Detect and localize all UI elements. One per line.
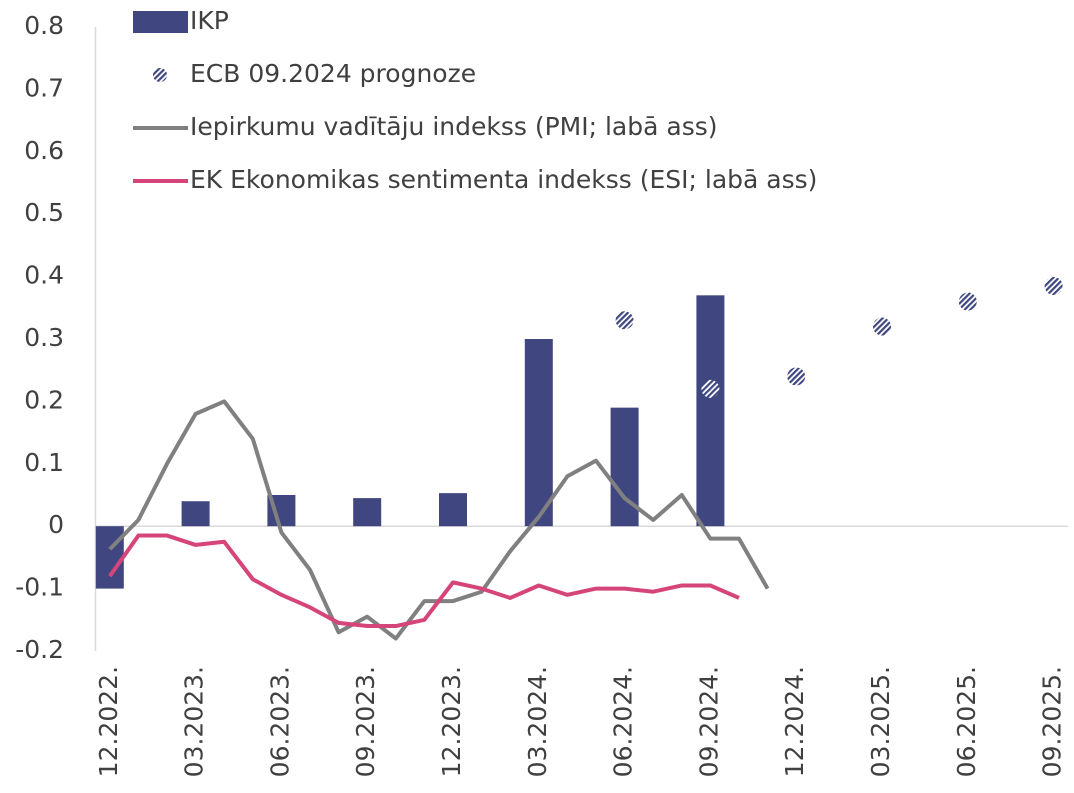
legend-label: IKP — [190, 6, 229, 35]
legend-label: EK Ekonomikas sentimenta indekss (ESI; l… — [190, 165, 817, 194]
y-tick-label: 0.7 — [24, 73, 64, 102]
legend-swatch — [133, 11, 188, 33]
x-tick-label: 12.2022. — [94, 666, 123, 777]
x-tick-label: 09.2025. — [1038, 666, 1067, 777]
forecast-dot — [615, 311, 634, 330]
x-tick-label: 12.2024. — [780, 666, 809, 777]
x-tick-label: 06.2024. — [609, 666, 638, 777]
y-tick-label: 0.8 — [24, 11, 64, 40]
forecast-dot — [701, 379, 720, 398]
x-tick-label: 12.2023. — [437, 666, 466, 777]
legend-swatch — [153, 68, 167, 82]
x-tick-label: 09.2024. — [694, 666, 723, 777]
bar — [610, 407, 639, 527]
bar — [95, 526, 124, 589]
y-tick-label: 0.3 — [24, 323, 64, 352]
y-tick-label: -0.1 — [15, 573, 64, 602]
legend-label: Iepirkumu vadītāju indekss (PMI; labā as… — [190, 112, 718, 141]
x-tick-label: 03.2024. — [523, 666, 552, 777]
y-tick-label: 0.6 — [24, 136, 64, 165]
legend-label: ECB 09.2024 prognoze — [190, 59, 476, 88]
y-tick-label: 0.2 — [24, 385, 64, 414]
x-tick-label: 06.2025. — [952, 666, 981, 777]
forecast-dot — [787, 367, 806, 386]
bar — [439, 493, 467, 527]
forecast-dot — [873, 317, 891, 336]
forecast-dot — [958, 292, 977, 311]
x-tick-label: 09.2023. — [351, 666, 380, 777]
y-tick-label: 0.1 — [24, 448, 64, 477]
bar — [524, 339, 553, 527]
forecast-dot — [1044, 276, 1063, 295]
y-tick-label: 0 — [48, 510, 64, 539]
x-tick-label: 03.2025. — [866, 666, 895, 777]
bar — [696, 295, 725, 527]
y-tick-label: 0.4 — [24, 261, 64, 290]
line — [108, 533, 740, 629]
x-tick-label: 06.2023. — [265, 666, 294, 777]
y-tick-label: -0.2 — [15, 635, 64, 664]
bar — [181, 501, 210, 527]
bar — [353, 498, 382, 527]
x-tick-label: 03.2023. — [180, 666, 209, 777]
y-tick-label: 0.5 — [24, 198, 64, 227]
